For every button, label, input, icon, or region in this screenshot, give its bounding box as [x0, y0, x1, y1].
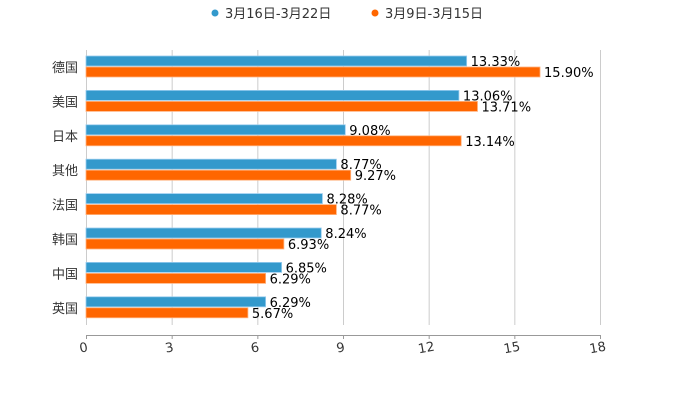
- data-label: 8.77%: [340, 204, 381, 219]
- x-tick-label: 18: [588, 340, 607, 358]
- data-label: 13.14%: [465, 135, 515, 150]
- category-label: 中国: [52, 267, 78, 282]
- category-label: 德国: [52, 61, 78, 76]
- data-label: 6.93%: [288, 238, 329, 253]
- data-label: 13.71%: [481, 100, 531, 115]
- bar-previous-week: [85, 272, 267, 284]
- bar-previous-week: [85, 204, 337, 216]
- data-label: 8.24%: [325, 227, 366, 242]
- data-label: 13.33%: [471, 55, 521, 70]
- bar-previous-week: [85, 238, 285, 250]
- category-label: 法国: [52, 199, 78, 214]
- bar-current-week: [85, 296, 267, 308]
- bar-current-week: [85, 193, 323, 205]
- legend-marker-0: [211, 9, 219, 17]
- data-label: 8.77%: [340, 158, 381, 173]
- data-label: 6.29%: [270, 296, 311, 311]
- bar-previous-week: [85, 307, 249, 319]
- data-label: 8.28%: [326, 193, 367, 208]
- data-label: 15.90%: [544, 66, 594, 81]
- bar-current-week: [85, 90, 460, 101]
- category-label: 其他: [52, 164, 78, 179]
- data-label: 13.06%: [463, 89, 513, 104]
- x-tick-label: 9: [335, 340, 346, 356]
- bar-current-week: [85, 261, 283, 273]
- category-label: 日本: [52, 130, 78, 145]
- data-label: 6.85%: [286, 261, 327, 276]
- bar-previous-week: [85, 101, 478, 112]
- category-label: 美国: [52, 95, 78, 110]
- bar-previous-week: [85, 66, 541, 78]
- category-label: 韩国: [52, 233, 78, 248]
- data-label: 9.27%: [355, 169, 396, 184]
- x-tick-label: 6: [250, 340, 261, 356]
- bar-current-week: [85, 158, 337, 170]
- x-tick-label: 3: [164, 340, 175, 356]
- data-label: 5.67%: [252, 307, 293, 322]
- legend-label-0: 3月16日-3月22日: [225, 7, 331, 22]
- x-tick-label: 0: [78, 340, 89, 356]
- x-tick-label: 12: [417, 340, 436, 358]
- bar-current-week: [85, 124, 346, 136]
- legend-marker-1: [371, 9, 379, 17]
- legend-label-1: 3月9日-3月15日: [385, 7, 483, 22]
- category-label: 英国: [52, 302, 78, 317]
- data-label: 9.08%: [349, 124, 390, 139]
- bar-previous-week: [85, 135, 462, 147]
- x-tick-label: 15: [503, 340, 522, 358]
- bar-current-week: [85, 227, 322, 239]
- data-label: 6.29%: [270, 272, 311, 287]
- bar-current-week: [85, 55, 468, 67]
- bar-previous-week: [85, 169, 352, 181]
